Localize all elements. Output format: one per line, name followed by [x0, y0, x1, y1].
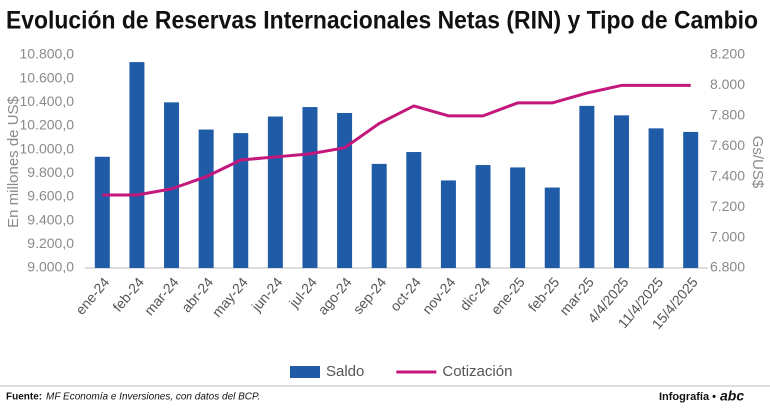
x-tick-label: oct-24 — [387, 274, 424, 314]
bar — [683, 131, 699, 268]
bar — [337, 112, 353, 268]
logo: abc — [720, 388, 744, 404]
y-tick-label: 10.800,0 — [20, 46, 75, 62]
bar — [94, 156, 110, 268]
y-tick-label: 9.000,0 — [27, 259, 74, 275]
bar — [510, 167, 526, 268]
x-tick-label: may-24 — [209, 274, 251, 320]
bar — [233, 133, 249, 268]
credit: Infografía • — [659, 391, 716, 403]
bar — [302, 107, 318, 268]
bar — [544, 187, 560, 268]
legend-swatch — [290, 366, 320, 378]
y-tick-label: 9.600,0 — [27, 188, 74, 204]
y2-tick-label: 7.200 — [710, 198, 745, 214]
bar — [440, 180, 456, 268]
y2-tick-label: 8.200 — [710, 46, 745, 62]
source: MF Economía e Inversiones, con datos del… — [46, 392, 260, 403]
bar — [648, 128, 664, 268]
y-tick-label: 10.400,0 — [20, 93, 75, 109]
legend-label: Saldo — [326, 363, 364, 380]
y2-tick-label: 7.800 — [710, 107, 745, 123]
y2-tick-label: 8.000 — [710, 76, 745, 92]
y2-tick-label: 7.600 — [710, 137, 745, 153]
bar — [613, 115, 629, 268]
y-axis-title: En millones de US$ — [5, 95, 22, 227]
y2-axis-title: Gs/US$ — [749, 136, 766, 189]
x-tick-label: ago-24 — [314, 274, 354, 318]
x-tick-label: nov-24 — [419, 274, 459, 317]
bar — [164, 102, 180, 268]
bar — [371, 163, 387, 268]
legend-label: Cotización — [442, 363, 512, 380]
bar — [198, 129, 214, 268]
bar — [267, 116, 283, 269]
x-tick-label: ene-24 — [72, 274, 112, 318]
bar — [475, 165, 491, 268]
y-tick-label: 10.600,0 — [20, 69, 75, 85]
y-tick-label: 10.000,0 — [20, 140, 75, 156]
source-label: Fuente: — [6, 392, 42, 403]
y2-tick-label: 6.800 — [710, 259, 745, 275]
x-tick-label: mar-24 — [141, 274, 182, 318]
x-tick-label: ene-25 — [487, 274, 527, 318]
y-tick-label: 9.200,0 — [27, 235, 74, 251]
bar — [406, 152, 422, 268]
line — [102, 83, 691, 197]
y-tick-label: 9.400,0 — [27, 211, 74, 227]
y2-tick-label: 7.000 — [710, 228, 745, 244]
x-tick-label: jun-24 — [248, 274, 286, 315]
chart-title: Evolución de Reservas Internacionales Ne… — [6, 7, 758, 35]
y-tick-label: 9.800,0 — [27, 164, 74, 180]
y-tick-label: 10.200,0 — [20, 117, 75, 133]
y2-tick-label: 7.400 — [710, 167, 745, 183]
x-tick-label: sep-24 — [350, 274, 390, 317]
bar — [129, 62, 145, 268]
bar — [579, 105, 595, 268]
